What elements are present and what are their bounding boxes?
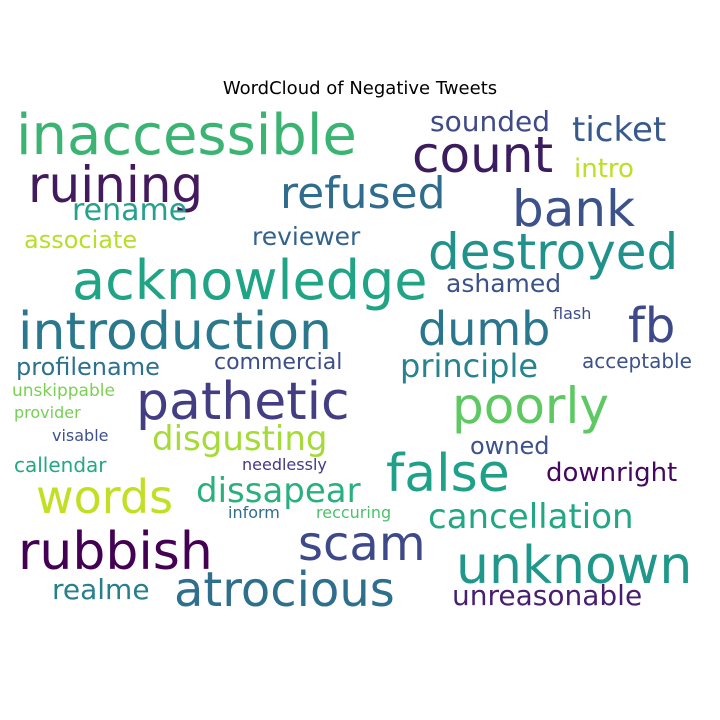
word-refused: refused [280, 168, 446, 219]
word-inaccessible: inaccessible [16, 103, 357, 168]
word-dumb: dumb [418, 302, 551, 356]
word-disgusting: disgusting [152, 419, 328, 459]
word-rubbish: rubbish [18, 522, 213, 582]
word-needlessly: needlessly [242, 455, 327, 474]
word-destroyed: destroyed [428, 223, 679, 281]
word-poorly: poorly [452, 377, 609, 435]
word-acceptable: acceptable [582, 349, 692, 373]
word-false: false [386, 444, 510, 504]
word-cancellation: cancellation [428, 497, 634, 537]
word-realme: realme [52, 573, 150, 606]
word-downright: downright [546, 458, 678, 488]
word-visable: visable [52, 426, 109, 445]
word-intro: intro [574, 154, 634, 184]
word-provider: provider [14, 403, 81, 422]
word-owned: owned [470, 432, 550, 460]
word-introduction: introduction [18, 302, 333, 362]
word-reviewer: reviewer [252, 222, 361, 251]
word-unskippable: unskippable [12, 381, 115, 401]
word-words: words [36, 470, 174, 524]
word-pathetic: pathetic [136, 372, 350, 432]
word-dissapear: dissapear [196, 471, 361, 511]
word-acknowledge: acknowledge [72, 249, 428, 312]
word-atrocious: atrocious [174, 562, 395, 618]
word-callendar: callendar [14, 453, 107, 477]
word-ticket: ticket [572, 110, 667, 150]
word-unknown: unknown [456, 536, 693, 596]
word-ashamed: ashamed [446, 269, 562, 298]
word-sounded: sounded [430, 105, 550, 138]
word-count: count [412, 126, 554, 184]
word-flash: flash [553, 304, 592, 323]
word-ruining: ruining [28, 156, 204, 214]
word-scam: scam [298, 516, 426, 572]
word-rename: rename [72, 193, 188, 228]
word-commercial: commercial [214, 350, 343, 375]
chart-title: WordCloud of Negative Tweets [222, 78, 498, 99]
word-fb: fb [628, 298, 676, 354]
word-profilename: profilename [16, 353, 160, 381]
word-unreasonable: unreasonable [452, 579, 643, 612]
word-principle: principle [400, 347, 539, 385]
word-inform: inform [228, 503, 280, 522]
word-reccuring: reccuring [316, 503, 392, 522]
word-bank: bank [512, 180, 636, 238]
word-associate: associate [24, 226, 138, 254]
